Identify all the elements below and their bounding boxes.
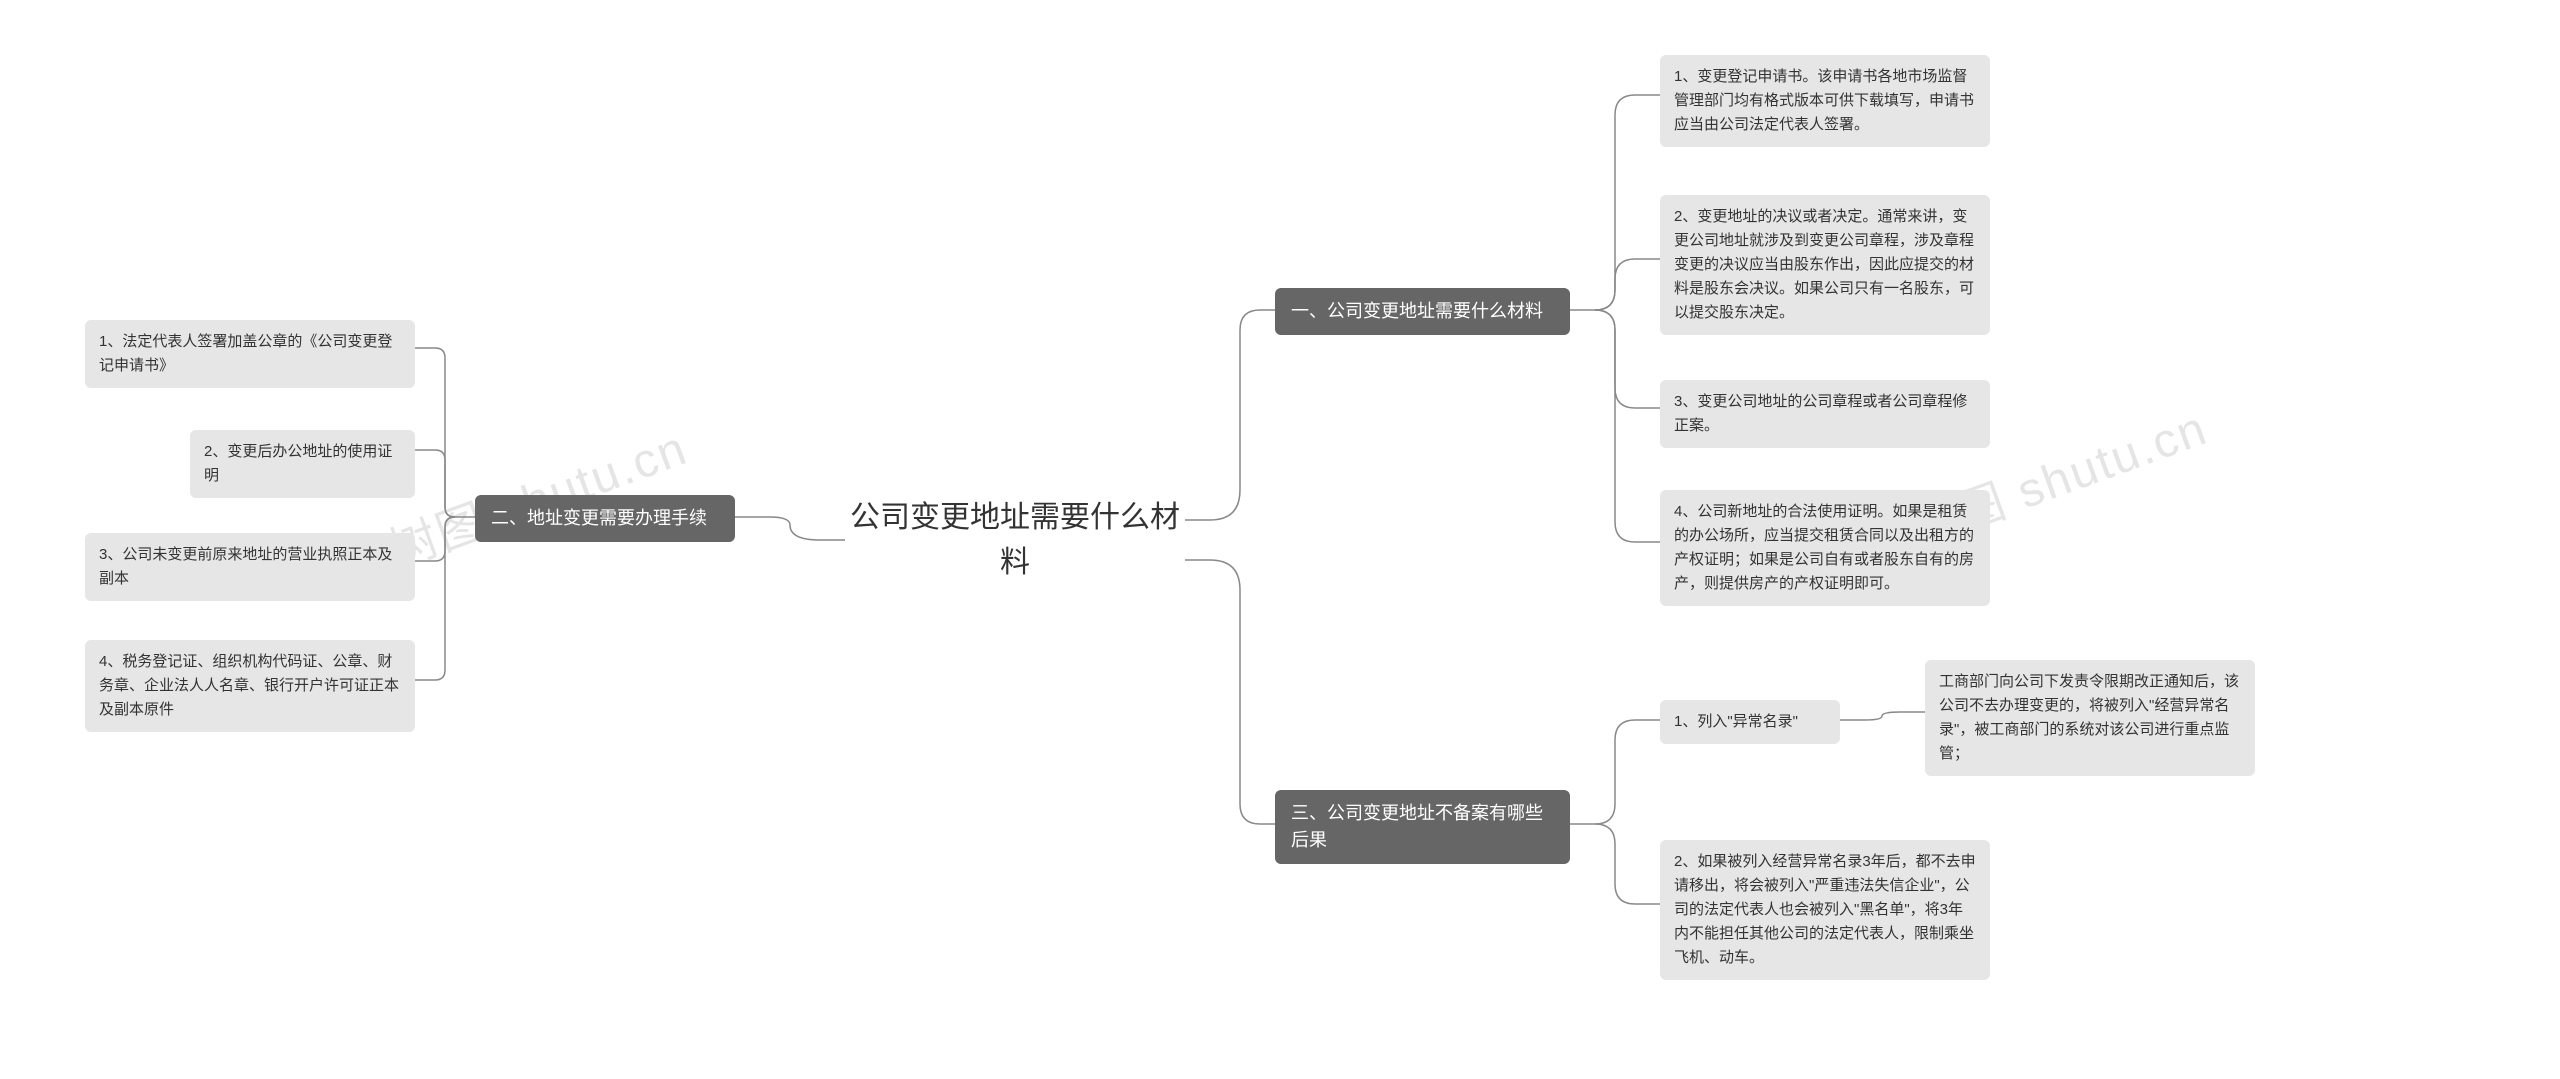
leaf-rt-1: 1、变更登记申请书。该申请书各地市场监督管理部门均有格式版本可供下载填写，申请书… <box>1660 55 1990 147</box>
branch-left: 二、地址变更需要办理手续 <box>475 495 735 542</box>
branch-right-top: 一、公司变更地址需要什么材料 <box>1275 288 1570 335</box>
leaf-rb-2: 2、如果被列入经营异常名录3年后，都不去申请移出，将会被列入"严重违法失信企业"… <box>1660 840 1990 980</box>
leaf-rb-1: 1、列入"异常名录" <box>1660 700 1840 744</box>
leaf-rt-4: 4、公司新地址的合法使用证明。如果是租赁的办公场所，应当提交租赁合同以及出租方的… <box>1660 490 1990 606</box>
leaf-left-4: 4、税务登记证、组织机构代码证、公章、财务章、企业法人人名章、银行开户许可证正本… <box>85 640 415 732</box>
leaf-left-2: 2、变更后办公地址的使用证明 <box>190 430 415 498</box>
leaf-rt-2: 2、变更地址的决议或者决定。通常来讲，变更公司地址就涉及到变更公司章程，涉及章程… <box>1660 195 1990 335</box>
leaf-rt-3: 3、变更公司地址的公司章程或者公司章程修正案。 <box>1660 380 1990 448</box>
branch-right-bottom: 三、公司变更地址不备案有哪些后果 <box>1275 790 1570 864</box>
leaf-rb-1-child: 工商部门向公司下发责令限期改正通知后，该公司不去办理变更的，将被列入"经营异常名… <box>1925 660 2255 776</box>
root-node: 公司变更地址需要什么材料 <box>845 495 1185 585</box>
leaf-left-1: 1、法定代表人签署加盖公章的《公司变更登记申请书》 <box>85 320 415 388</box>
root-text: 公司变更地址需要什么材料 <box>850 501 1180 579</box>
leaf-left-3: 3、公司未变更前原来地址的营业执照正本及副本 <box>85 533 415 601</box>
